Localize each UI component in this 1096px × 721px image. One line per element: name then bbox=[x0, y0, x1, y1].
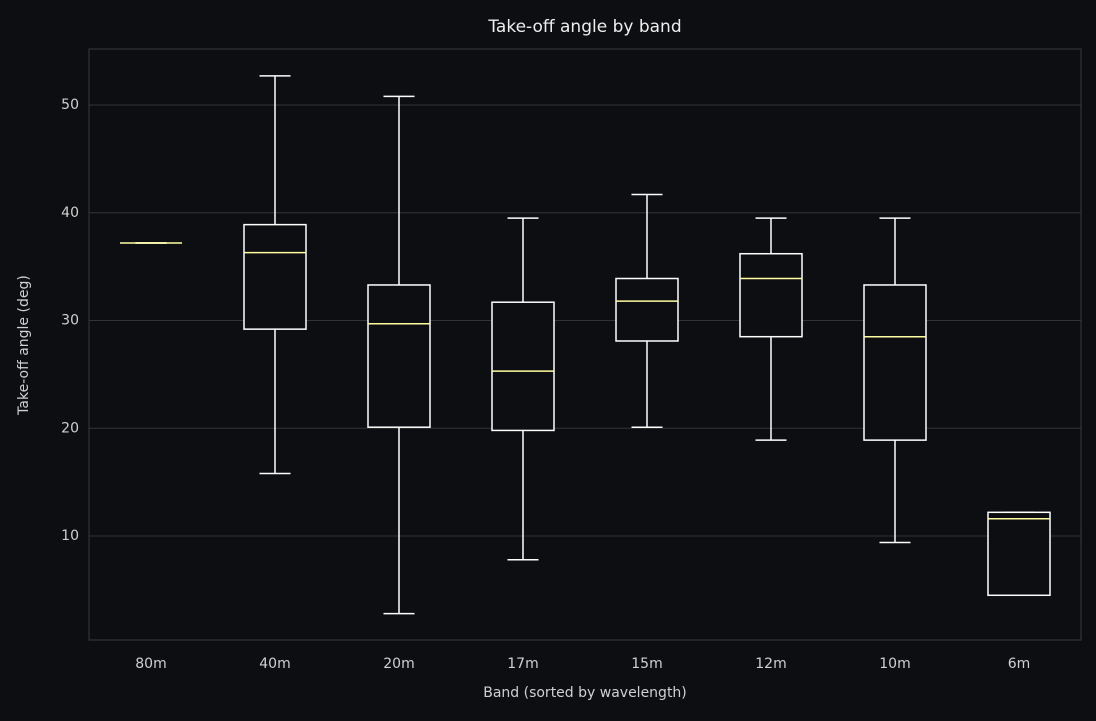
y-tick-label: 40 bbox=[61, 205, 79, 221]
x-tick-label: 15m bbox=[631, 656, 662, 672]
y-axis-label: Take-off angle (deg) bbox=[16, 275, 32, 416]
x-tick-label: 12m bbox=[755, 656, 786, 672]
box bbox=[491, 301, 555, 432]
box bbox=[739, 252, 803, 338]
x-axis-label: Band (sorted by wavelength) bbox=[483, 685, 687, 701]
y-tick-label: 30 bbox=[61, 313, 79, 329]
plot-frame bbox=[88, 48, 1082, 641]
box bbox=[615, 277, 679, 342]
x-tick-label: 20m bbox=[383, 656, 414, 672]
x-tick-label: 40m bbox=[259, 656, 290, 672]
box bbox=[367, 284, 431, 428]
x-tick-label: 17m bbox=[507, 656, 538, 672]
x-tick-label: 80m bbox=[135, 656, 166, 672]
box bbox=[243, 223, 307, 330]
box bbox=[987, 511, 1051, 597]
chart-title: Take-off angle by band bbox=[487, 17, 681, 37]
x-tick-label: 6m bbox=[1008, 656, 1031, 672]
box bbox=[863, 284, 927, 441]
x-tick-label: 10m bbox=[879, 656, 910, 672]
y-tick-label: 10 bbox=[61, 528, 79, 544]
y-tick-label: 20 bbox=[61, 420, 79, 436]
y-tick-label: 50 bbox=[61, 97, 79, 113]
